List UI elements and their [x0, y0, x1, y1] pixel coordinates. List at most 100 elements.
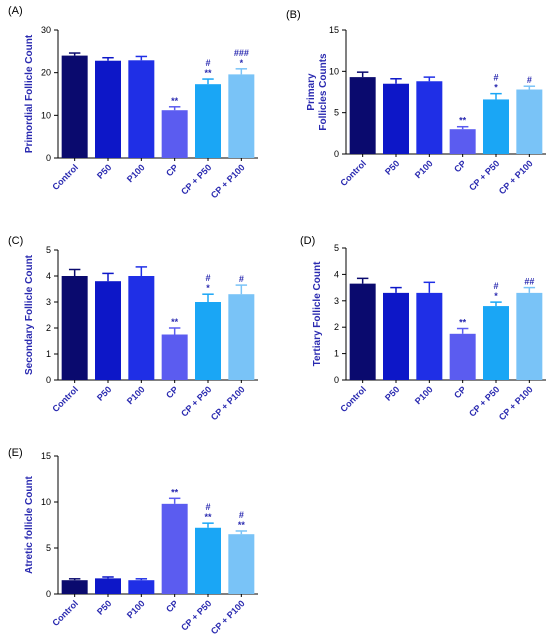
- panel-1-ytick-0: 0: [46, 153, 51, 163]
- panel-1-annotation-4-1: #: [205, 58, 210, 68]
- panel-1-ytick-1: 10: [41, 110, 51, 120]
- panel-4-annotation-5: ##: [524, 277, 534, 287]
- panel-5-bar-0: [61, 580, 88, 594]
- panel-1-category-5: CP + P100: [209, 162, 247, 200]
- panel-5-category-4: CP + P50: [179, 598, 213, 632]
- panel-1-category-3: CP: [164, 162, 180, 178]
- panel-4-ylabel: Tertiary Follicle Count: [312, 261, 323, 366]
- panel-5-bar-4: [195, 527, 221, 594]
- panel-4-category-5: CP + P100: [497, 384, 535, 422]
- panel-4-category-2: P100: [413, 384, 435, 406]
- panel-1-bar-3: [161, 110, 188, 158]
- panel-1-bar-2: [128, 60, 155, 158]
- panel-5-ytick-1: 5: [46, 543, 51, 553]
- panel-1-annotation-5-1: ###: [234, 48, 249, 58]
- panel-4-ytick-2: 2: [334, 322, 339, 332]
- panel-1-bar-5: [228, 74, 255, 158]
- panel-3-category-5: CP + P100: [209, 384, 247, 422]
- panel-3-ytick-4: 4: [46, 271, 51, 281]
- panel-4-category-3: CP: [452, 384, 468, 400]
- panel-5-annotation-5-2: **: [238, 520, 246, 530]
- panel-4-category-4: CP + P50: [467, 384, 501, 418]
- panel-4-ytick-5: 5: [334, 243, 339, 253]
- panel-3-bar-2: [128, 276, 155, 380]
- panel-5-bar-5: [228, 534, 255, 594]
- panel-4-category-0: Control: [338, 384, 368, 414]
- panel-1-category-0: Control: [50, 162, 80, 192]
- panel-1-category-1: P50: [95, 162, 113, 180]
- panel-1-bar-4: [195, 84, 221, 158]
- panel-2-ytick-2: 10: [329, 66, 339, 76]
- panel-2-category-1: P50: [383, 158, 401, 176]
- panel-2-ylabel-1: Primary: [306, 73, 317, 111]
- panel-4-bar-2: [416, 292, 443, 380]
- panel-3-category-4: CP + P50: [179, 384, 213, 418]
- panel-5-category-3: CP: [164, 598, 180, 614]
- panel-2-ylabel-2: Follicles Counts: [318, 53, 329, 131]
- panel-2-ytick-0: 0: [334, 149, 339, 159]
- panel-4-ytick-1: 1: [334, 349, 339, 359]
- panel-2-annotation-3: **: [459, 116, 467, 126]
- panel-5-bar-3: [161, 503, 188, 594]
- panel-2-category-2: P100: [413, 158, 435, 180]
- panel-2-category-4: CP + P50: [467, 158, 501, 192]
- panel-1-category-4: CP + P50: [179, 162, 213, 196]
- panel-3-category-2: P100: [125, 384, 147, 406]
- panel-2-category-5: CP + P100: [497, 158, 535, 196]
- panel-4-ytick-3: 3: [334, 296, 339, 306]
- panel-3-bar-1: [95, 281, 121, 380]
- panel-5-ytick-2: 10: [41, 497, 51, 507]
- panel-3-ytick-1: 1: [46, 349, 51, 359]
- panel-5-annotation-4-2: **: [204, 512, 212, 522]
- panel-2-annotation-4-1: #: [493, 73, 498, 83]
- panel-2-label: (B): [286, 9, 301, 21]
- panel-3-bar-4: [195, 302, 221, 380]
- panel-2-category-0: Control: [338, 158, 368, 188]
- panel-3-ytick-2: 2: [46, 323, 51, 333]
- panel-3-annotation-3: **: [171, 317, 179, 327]
- panel-2-bar-3: [449, 129, 476, 154]
- panel-3-ytick-3: 3: [46, 297, 51, 307]
- panel-4-annotation-3: **: [459, 318, 467, 328]
- panel-4-bar-4: [483, 306, 509, 380]
- panel-4-bar-5: [516, 292, 543, 380]
- panel-2-bar-2: [416, 81, 443, 154]
- panel-1-ytick-3: 30: [41, 25, 51, 35]
- panel-2-ytick-1: 5: [334, 108, 339, 118]
- panel-1-ylabel: Primordial Follicle Count: [24, 34, 35, 153]
- panel-5-label: (E): [8, 447, 23, 459]
- panel-1-annotation-5-2: *: [240, 58, 244, 68]
- panel-1-annotation-3: **: [171, 96, 179, 106]
- panel-3-bar-5: [228, 294, 255, 380]
- panel-4-bar-3: [449, 333, 476, 380]
- panel-2-annotation-5: #: [527, 75, 532, 85]
- panel-5-bar-1: [95, 578, 121, 594]
- panel-3-label: (C): [8, 235, 23, 247]
- panel-3-category-3: CP: [164, 384, 180, 400]
- panel-5-category-2: P100: [125, 598, 147, 620]
- panel-5-category-1: P50: [95, 598, 113, 616]
- panel-5-category-5: CP + P100: [209, 598, 247, 636]
- panel-3-annotation-4-1: #: [205, 273, 210, 283]
- panel-3-bar-3: [161, 334, 188, 380]
- panel-2-bar-4: [483, 99, 509, 154]
- panel-2-category-3: CP: [452, 158, 468, 174]
- panel-2-bar-5: [516, 89, 543, 154]
- panel-3-category-1: P50: [95, 384, 113, 402]
- panel-1-category-2: P100: [125, 162, 147, 184]
- panel-5-annotation-3: **: [171, 487, 179, 497]
- panel-2-annotation-4-2: *: [494, 83, 498, 93]
- panel-2-bar-1: [383, 83, 409, 154]
- panel-5-ylabel: Atretic follicle Count: [24, 475, 35, 573]
- panel-5-annotation-4-1: #: [205, 502, 210, 512]
- panel-3-ylabel: Secondary Follicle Count: [24, 254, 35, 375]
- panel-3-ytick-0: 0: [46, 375, 51, 385]
- panel-1-ytick-2: 20: [41, 68, 51, 78]
- panel-5-ytick-0: 0: [46, 589, 51, 599]
- panel-2-ytick-3: 15: [329, 25, 339, 35]
- panel-3-bar-0: [61, 276, 88, 380]
- panel-4-ytick-0: 0: [334, 375, 339, 385]
- panel-4-bar-0: [349, 283, 376, 380]
- panel-4-annotation-4-2: *: [494, 291, 498, 301]
- panel-5-ytick-3: 15: [41, 451, 51, 461]
